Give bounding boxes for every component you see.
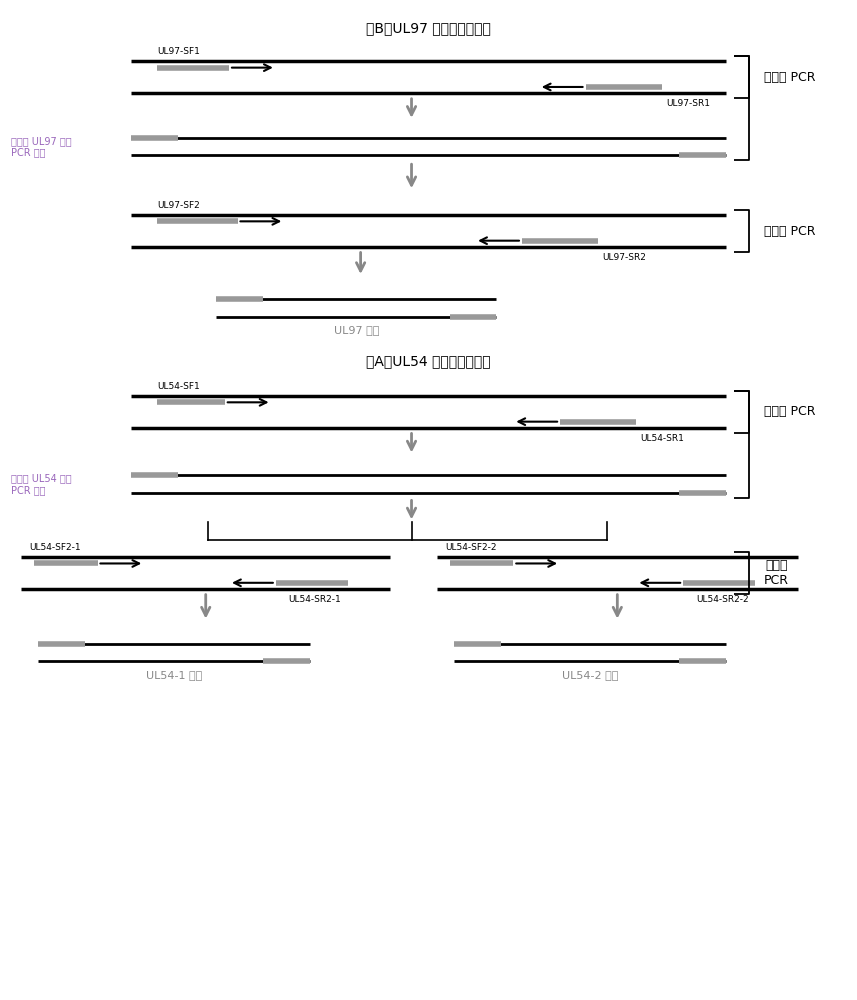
Text: UL54-1 片段: UL54-1 片段 xyxy=(146,670,202,680)
Text: UL54-SR2-1: UL54-SR2-1 xyxy=(289,595,341,604)
Text: UL97-SR1: UL97-SR1 xyxy=(666,99,710,108)
Text: 第一轮 PCR: 第一轮 PCR xyxy=(764,405,815,418)
Text: （B）UL97 基因扩增示意图: （B）UL97 基因扩增示意图 xyxy=(366,22,491,36)
Text: UL54-2 片段: UL54-2 片段 xyxy=(561,670,618,680)
Text: UL97-SF2: UL97-SF2 xyxy=(157,201,200,210)
Text: UL54-SF2-2: UL54-SF2-2 xyxy=(446,543,497,552)
Text: UL54-SR2-2: UL54-SR2-2 xyxy=(696,595,748,604)
Text: UL54-SF1: UL54-SF1 xyxy=(157,382,200,391)
Text: 第一轮 UL97 基因
PCR 产物: 第一轮 UL97 基因 PCR 产物 xyxy=(11,136,72,158)
Text: 第一轮 UL54 基因
PCR 产物: 第一轮 UL54 基因 PCR 产物 xyxy=(11,473,72,495)
Text: （A）UL54 基因扩增示意图: （A）UL54 基因扩增示意图 xyxy=(366,354,491,368)
Text: 第一轮 PCR: 第一轮 PCR xyxy=(764,71,815,84)
Text: UL54-SR1: UL54-SR1 xyxy=(641,434,685,443)
Text: UL54-SF2-1: UL54-SF2-1 xyxy=(30,543,81,552)
Text: UL97 片段: UL97 片段 xyxy=(333,325,379,335)
Text: 第二轮 PCR: 第二轮 PCR xyxy=(764,225,815,238)
Text: UL97-SR2: UL97-SR2 xyxy=(602,253,646,262)
Text: UL97-SF1: UL97-SF1 xyxy=(157,47,200,56)
Text: 第二轮
PCR: 第二轮 PCR xyxy=(764,559,788,587)
